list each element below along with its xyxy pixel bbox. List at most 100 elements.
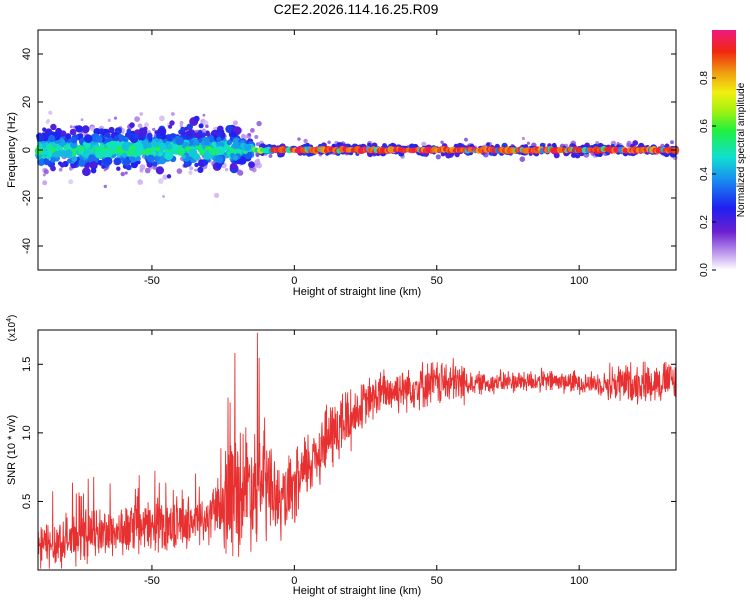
spectral-point — [108, 126, 115, 134]
spectral-point — [154, 130, 159, 135]
spectral-point — [205, 149, 210, 155]
spectral-point-faint — [103, 184, 108, 189]
spectral-point — [248, 161, 255, 169]
spectral-point-faint — [162, 174, 168, 180]
spectral-point — [66, 158, 72, 164]
x-tick-label: 50 — [431, 275, 443, 287]
spectral-point-faint — [189, 166, 194, 171]
spectral-point-faint — [232, 120, 238, 126]
spectral-point — [216, 136, 222, 142]
spectral-point-faint — [303, 138, 308, 144]
spectral-point — [571, 152, 577, 158]
spectral-point-faint — [42, 180, 48, 186]
spectral-point-faint — [144, 167, 151, 174]
snr-series — [37, 332, 677, 569]
spectral-point — [61, 162, 66, 167]
spectral-point — [453, 143, 459, 149]
spectral-point — [99, 144, 105, 150]
spectral-point-faint — [255, 142, 260, 147]
x-tick-label: -50 — [144, 575, 160, 587]
spectral-point-faint — [176, 168, 183, 174]
spectral-point — [64, 149, 73, 158]
colorbar-tick-label: 0.0 — [699, 263, 710, 277]
spectral-point — [103, 156, 113, 166]
spectral-point-faint — [256, 120, 262, 127]
spectral-point — [551, 142, 557, 148]
spectral-point — [104, 132, 111, 139]
spectral-point-faint — [626, 140, 632, 146]
spectral-point — [237, 148, 242, 153]
spectral-point-faint — [243, 135, 248, 140]
spectral-point-faint — [519, 156, 526, 162]
colorbar-scale — [712, 30, 736, 270]
spectral-point — [95, 136, 103, 143]
spectral-point — [226, 139, 233, 146]
colorbar-tick-label: 0.8 — [699, 71, 710, 85]
spectral-point — [176, 147, 185, 156]
y-tick-label: 20 — [21, 96, 33, 108]
spectral-point-faint — [435, 154, 441, 160]
spectral-point-faint — [144, 122, 149, 128]
spectral-point — [166, 143, 173, 150]
spectral-point — [166, 174, 172, 179]
spectral-point — [169, 120, 175, 126]
spectral-point — [138, 127, 148, 137]
spectral-point — [75, 125, 80, 130]
colorbar: 0.0 0.2 0.4 0.6 0.8 Normalized spectral ampl… — [699, 30, 747, 277]
spectral-point — [101, 164, 106, 169]
spectral-point — [89, 161, 97, 169]
snr-multiplier-base: (x10 — [7, 321, 18, 341]
spectral-point-faint — [202, 120, 209, 126]
spectral-point — [98, 150, 107, 158]
spectral-point — [53, 150, 60, 158]
spectral-point — [135, 142, 144, 151]
spectrogram-panel: -50 0 50 100 -40 -20 0 20 40 Height of straight … — [6, 29, 680, 298]
spectral-point — [229, 162, 238, 171]
spectral-point — [121, 141, 131, 151]
spectrogram-x-label: Height of straight line (km) — [293, 286, 421, 298]
colorbar-ticks: 0.0 0.2 0.4 0.6 0.8 — [699, 71, 716, 277]
spectral-point — [155, 138, 160, 143]
spectral-point-faint — [250, 127, 255, 133]
spectral-point-faint — [137, 179, 143, 185]
spectral-point — [226, 151, 231, 156]
spectral-point — [193, 115, 200, 122]
spectral-point-faint — [159, 115, 165, 122]
spectral-point-faint — [179, 120, 184, 125]
spectral-point-faint — [139, 164, 146, 171]
snr-line — [37, 332, 677, 569]
y-tick-label: 0 — [21, 147, 33, 153]
spectral-point-faint — [188, 170, 193, 175]
spectral-point — [186, 130, 193, 137]
spectral-point — [42, 127, 47, 132]
spectral-point — [215, 155, 223, 163]
spectral-point — [181, 154, 186, 159]
spectral-point-faint — [225, 168, 229, 172]
spectral-point-faint — [113, 116, 118, 120]
spectral-point — [210, 148, 218, 156]
spectral-point — [153, 155, 160, 162]
snr-multiplier-exponent: 4 — [6, 318, 13, 322]
y-tick-label: 0.5 — [21, 494, 33, 509]
spectral-point — [129, 122, 135, 128]
spectral-point-faint — [205, 124, 209, 129]
spectral-point-faint — [152, 127, 156, 132]
spectral-point-faint — [201, 128, 206, 133]
spectral-point — [194, 162, 199, 168]
spectral-point — [107, 140, 117, 150]
spectral-point — [155, 166, 164, 175]
spectral-point — [238, 156, 247, 165]
spectral-point — [125, 164, 132, 171]
spectral-point — [42, 150, 48, 155]
spectral-point — [200, 140, 206, 146]
x-tick-label: 0 — [291, 575, 297, 587]
spectral-points — [34, 110, 680, 198]
colorbar-tick-label: 0.2 — [699, 215, 710, 229]
spectral-point — [230, 131, 237, 138]
spectral-point — [183, 126, 188, 131]
x-tick-label: 100 — [570, 575, 588, 587]
spectral-point — [164, 150, 174, 161]
spectral-point — [126, 128, 132, 134]
colorbar-tick-label: 0.6 — [699, 119, 710, 133]
spectral-point — [211, 141, 217, 148]
